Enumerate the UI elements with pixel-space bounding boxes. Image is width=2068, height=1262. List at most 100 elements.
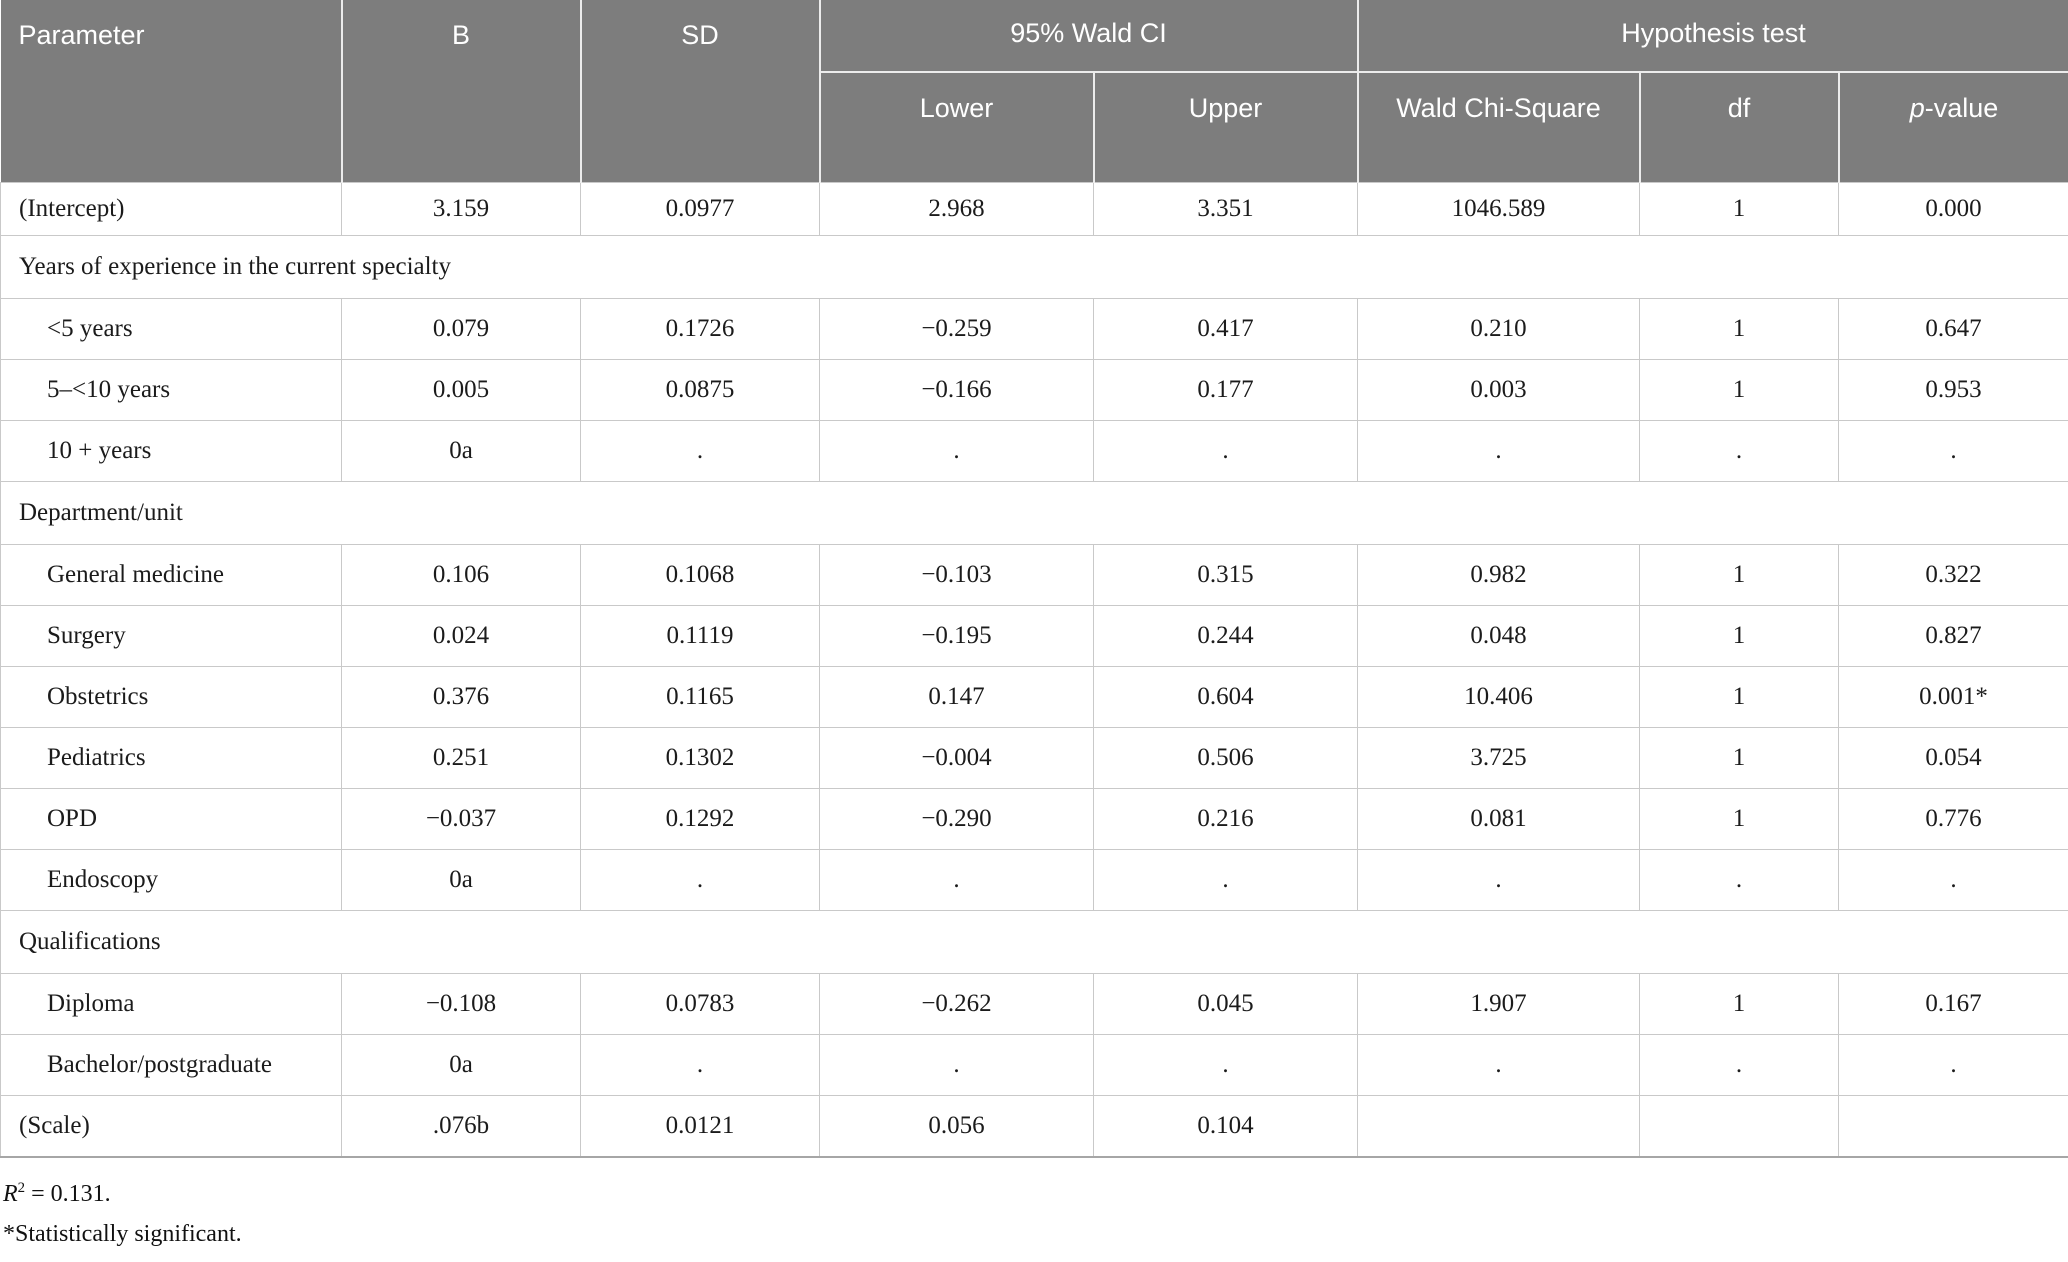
cell-lower: . <box>819 419 1094 482</box>
cell-upper: 0.244 <box>1093 604 1358 667</box>
p-italic: p <box>1909 93 1925 123</box>
cell-lower: −0.262 <box>819 972 1094 1035</box>
cell-lower: . <box>819 848 1094 911</box>
row-label: (Intercept) <box>0 181 342 236</box>
cell-df: 1 <box>1639 358 1839 421</box>
table-body: (Intercept) 3.159 0.0977 2.968 3.351 1046.589… <box>0 181 2068 1158</box>
cell-sd: 0.1726 <box>580 297 820 360</box>
cell-wald-chi-square: 1.907 <box>1357 972 1640 1035</box>
regression-results-table: Parameter B SD 95% Wald CI Hypothesis te… <box>0 0 2068 1158</box>
table-row: Pediatrics 0.251 0.1302 −0.004 0.506 3.725 1 0.… <box>0 726 2068 789</box>
cell-upper: 0.315 <box>1093 543 1358 606</box>
header-df: df <box>1638 72 1839 182</box>
header-sd: SD <box>579 0 820 182</box>
cell-p-value: . <box>1837 419 2068 482</box>
cell-upper: . <box>1093 419 1358 482</box>
cell-sd: 0.1292 <box>580 787 820 850</box>
header-hypothesis-group: Hypothesis test <box>1356 0 2068 73</box>
section-label: Years of experience in the current speci… <box>0 234 2068 299</box>
cell-p-value: 0.647 <box>1837 297 2068 360</box>
cell-sd: 0.0121 <box>580 1094 820 1158</box>
cell-df: . <box>1639 1033 1839 1096</box>
cell-b: 0.251 <box>341 726 581 789</box>
cell-b: 0.106 <box>341 543 581 606</box>
cell-b: 0.376 <box>341 665 581 728</box>
cell-b: 0.024 <box>341 604 581 667</box>
r-superscript: 2 <box>17 1179 26 1196</box>
cell-lower: −0.004 <box>819 726 1094 789</box>
cell-wald-chi-square: 0.003 <box>1357 358 1640 421</box>
cell-p-value <box>1837 1094 2068 1158</box>
cell-wald-chi-square: 0.982 <box>1357 543 1640 606</box>
cell-lower: 0.056 <box>819 1094 1094 1158</box>
cell-sd: . <box>580 848 820 911</box>
cell-b: 0a <box>341 419 581 482</box>
cell-sd: 0.1165 <box>580 665 820 728</box>
row-label: <5 years <box>0 297 342 360</box>
cell-df: 1 <box>1639 726 1839 789</box>
cell-df: . <box>1639 419 1839 482</box>
cell-b: 0a <box>341 848 581 911</box>
row-label: Diploma <box>0 972 342 1035</box>
cell-sd: 0.1068 <box>580 543 820 606</box>
cell-df: 1 <box>1639 181 1839 236</box>
cell-upper: 0.177 <box>1093 358 1358 421</box>
cell-p-value: . <box>1837 1033 2068 1096</box>
cell-df: 1 <box>1639 665 1839 728</box>
cell-lower: . <box>819 1033 1094 1096</box>
header-group-row: Parameter B SD 95% Wald CI Hypothesis te… <box>0 0 2068 182</box>
cell-b: 0a <box>341 1033 581 1096</box>
cell-lower: 0.147 <box>819 665 1094 728</box>
header-wald-chi-square: Wald Chi-Square <box>1356 72 1640 182</box>
table-row: 5–<10 years 0.005 0.0875 −0.166 0.177 0.003 1 0… <box>0 358 2068 421</box>
header-parameter: Parameter <box>0 0 342 182</box>
cell-wald-chi-square <box>1357 1094 1640 1158</box>
cell-wald-chi-square: 0.048 <box>1357 604 1640 667</box>
cell-lower: −0.259 <box>819 297 1094 360</box>
cell-wald-chi-square: . <box>1357 419 1640 482</box>
cell-p-value: 0.953 <box>1837 358 2068 421</box>
table-row: Diploma −0.108 0.0783 −0.262 0.045 1.907 1 0.16… <box>0 972 2068 1035</box>
row-label: General medicine <box>0 543 342 606</box>
cell-upper: 0.104 <box>1093 1094 1358 1158</box>
section-row: Years of experience in the current speci… <box>0 234 2068 299</box>
cell-sd: 0.0783 <box>580 972 820 1035</box>
cell-wald-chi-square: . <box>1357 848 1640 911</box>
cell-wald-chi-square: 0.210 <box>1357 297 1640 360</box>
cell-upper: 0.417 <box>1093 297 1358 360</box>
row-label: Surgery <box>0 604 342 667</box>
section-row: Qualifications <box>0 909 2068 974</box>
cell-lower: −0.290 <box>819 787 1094 850</box>
cell-upper: 0.045 <box>1093 972 1358 1035</box>
row-label: OPD <box>0 787 342 850</box>
cell-upper: 3.351 <box>1093 181 1358 236</box>
header-upper: Upper <box>1092 72 1358 182</box>
table-row: Endoscopy 0a...... <box>0 848 2068 911</box>
cell-lower: −0.166 <box>819 358 1094 421</box>
row-label: Obstetrics <box>0 665 342 728</box>
cell-lower: −0.195 <box>819 604 1094 667</box>
cell-b: 0.005 <box>341 358 581 421</box>
cell-b: −0.108 <box>341 972 581 1035</box>
cell-df: 1 <box>1639 543 1839 606</box>
table-row: Bachelor/postgraduate 0a...... <box>0 1033 2068 1096</box>
cell-sd: 0.0875 <box>580 358 820 421</box>
cell-p-value: 0.827 <box>1837 604 2068 667</box>
cell-df <box>1639 1094 1839 1158</box>
cell-b: 3.159 <box>341 181 581 236</box>
table-row: General medicine 0.106 0.1068 −0.103 0.315 0.… <box>0 543 2068 606</box>
cell-wald-chi-square: 3.725 <box>1357 726 1640 789</box>
table-row: OPD −0.037 0.1292 −0.290 0.216 0.081 1 0.776 <box>0 787 2068 850</box>
cell-p-value: 0.167 <box>1837 972 2068 1035</box>
section-row: Department/unit <box>0 480 2068 545</box>
cell-upper: 0.604 <box>1093 665 1358 728</box>
cell-df: 1 <box>1639 297 1839 360</box>
cell-b: .076b <box>341 1094 581 1158</box>
header-sub-row: Lower Upper Wald Chi-Square df p-value <box>1 72 2068 182</box>
p-rest: -value <box>1924 93 1999 123</box>
cell-sd: 0.1119 <box>580 604 820 667</box>
row-label: Bachelor/postgraduate <box>0 1033 342 1096</box>
cell-df: 1 <box>1639 604 1839 667</box>
cell-df: 1 <box>1639 787 1839 850</box>
